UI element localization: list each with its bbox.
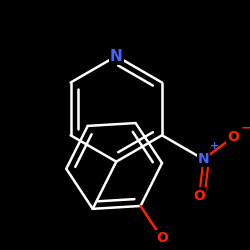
Text: O: O — [156, 231, 168, 245]
Text: N: N — [198, 152, 209, 166]
Text: N: N — [110, 49, 123, 64]
Text: −: − — [241, 121, 250, 134]
Text: O: O — [193, 188, 205, 202]
Text: +: + — [210, 141, 219, 151]
Text: O: O — [227, 130, 239, 144]
